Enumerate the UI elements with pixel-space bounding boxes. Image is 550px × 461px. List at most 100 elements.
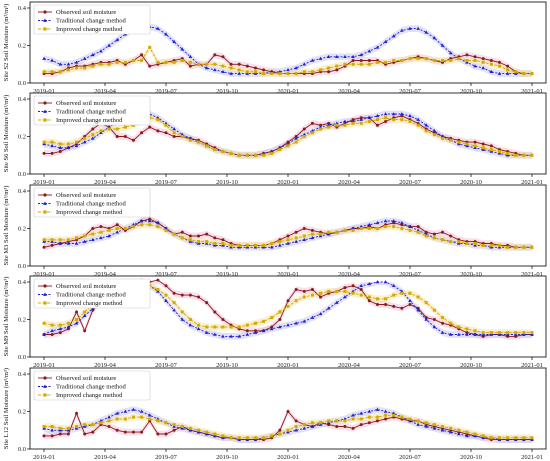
data-point — [318, 234, 323, 238]
data-point — [278, 310, 282, 314]
data-point — [50, 140, 54, 144]
data-point — [359, 417, 363, 421]
data-point — [107, 43, 111, 47]
data-point — [343, 119, 347, 123]
data-point — [188, 60, 192, 64]
data-point — [156, 118, 160, 122]
data-point — [416, 295, 420, 299]
data-point — [497, 332, 502, 336]
data-point — [221, 325, 225, 329]
data-point — [473, 55, 477, 59]
data-point — [392, 304, 396, 308]
data-point — [197, 240, 201, 244]
data-point — [147, 219, 152, 223]
data-point — [408, 418, 412, 423]
data-point — [489, 148, 493, 152]
data-point — [286, 428, 290, 432]
data-point — [107, 425, 111, 428]
data-point — [359, 121, 363, 125]
data-point — [359, 293, 363, 297]
data-point — [457, 332, 461, 336]
data-point — [457, 57, 461, 61]
data-point — [58, 426, 62, 430]
data-point — [384, 60, 388, 64]
data-point — [383, 39, 388, 44]
x-tick-label: 2019-07 — [155, 271, 177, 278]
data-point — [262, 243, 266, 247]
data-point — [99, 129, 103, 133]
data-point — [204, 241, 209, 245]
data-point — [302, 234, 306, 238]
data-point — [139, 219, 144, 223]
data-point — [188, 234, 192, 238]
x-tick-label: 2019-07 — [155, 179, 177, 186]
data-point — [237, 62, 241, 66]
data-point — [188, 238, 192, 242]
data-point — [245, 71, 250, 75]
data-point — [424, 129, 428, 133]
data-point — [286, 323, 290, 327]
data-point — [400, 28, 404, 32]
data-point — [164, 60, 168, 64]
legend-label: Improved change method — [56, 209, 123, 216]
data-point — [82, 140, 87, 144]
data-point — [99, 225, 103, 229]
data-point — [465, 142, 469, 146]
data-point — [513, 437, 518, 441]
data-point — [99, 130, 103, 135]
data-point — [294, 321, 298, 325]
data-point — [205, 325, 209, 329]
data-point — [156, 288, 160, 291]
legend: Observed soil moisture Traditional change… — [33, 370, 151, 401]
data-point — [123, 430, 127, 434]
data-point — [400, 227, 404, 230]
data-point — [99, 235, 103, 240]
data-point — [367, 120, 371, 123]
data-point — [408, 113, 412, 118]
legend-label: Improved change method — [56, 300, 123, 307]
x-tick-label: 2019-01 — [33, 454, 55, 461]
data-point — [326, 232, 331, 236]
data-point — [481, 243, 485, 247]
x-tick-label: 2020-04 — [338, 88, 360, 95]
data-point — [416, 419, 420, 423]
legend-marker — [43, 10, 47, 14]
data-point — [473, 145, 477, 150]
data-point — [261, 245, 266, 249]
data-point — [392, 413, 396, 417]
data-point — [457, 140, 461, 144]
data-point — [172, 424, 176, 428]
data-point — [99, 49, 103, 53]
series-band — [44, 23, 532, 77]
data-point — [42, 245, 46, 249]
data-point — [359, 227, 363, 230]
data-point — [391, 112, 396, 116]
data-point — [318, 422, 323, 426]
data-point — [204, 330, 209, 334]
data-point — [74, 426, 79, 430]
data-point — [522, 332, 526, 336]
data-point — [204, 432, 209, 436]
data-point — [123, 227, 127, 230]
data-point — [253, 330, 258, 334]
data-point — [424, 301, 428, 305]
data-point — [473, 329, 477, 333]
legend: Observed soil moisture Traditional change… — [33, 278, 151, 309]
data-point — [229, 151, 233, 155]
data-point — [310, 228, 314, 232]
x-tick-label: 2021-01 — [521, 362, 543, 369]
data-point — [75, 310, 79, 314]
data-point — [205, 301, 209, 305]
legend-label: Observed soil moisture — [56, 100, 116, 107]
data-point — [156, 220, 160, 225]
data-point — [310, 288, 314, 291]
data-point — [229, 436, 233, 440]
data-point — [50, 425, 54, 428]
x-tick-label: 2019-04 — [94, 88, 116, 95]
data-point — [343, 425, 347, 428]
legend-label: Observed soil moisture — [56, 283, 116, 290]
data-point — [489, 243, 493, 247]
data-point — [156, 278, 160, 282]
data-point — [66, 238, 70, 242]
data-point — [351, 417, 355, 421]
